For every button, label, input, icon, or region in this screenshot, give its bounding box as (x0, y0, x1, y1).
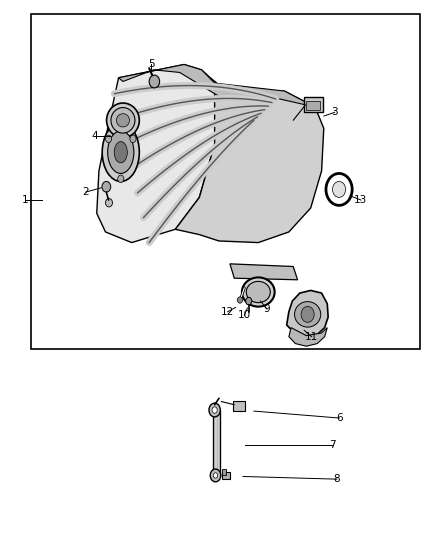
Polygon shape (287, 290, 328, 337)
Circle shape (212, 407, 217, 413)
Circle shape (209, 403, 220, 417)
Text: 6: 6 (336, 413, 343, 423)
Circle shape (301, 306, 314, 322)
Ellipse shape (111, 108, 135, 133)
Circle shape (246, 297, 252, 305)
Ellipse shape (242, 277, 275, 306)
FancyBboxPatch shape (222, 469, 226, 475)
Text: 2: 2 (82, 187, 89, 197)
Text: 9: 9 (264, 304, 270, 314)
Circle shape (118, 175, 124, 182)
Text: 7: 7 (329, 440, 336, 450)
Circle shape (210, 469, 221, 482)
Ellipse shape (246, 281, 270, 303)
Ellipse shape (114, 142, 127, 163)
Text: 13: 13 (354, 195, 367, 205)
FancyBboxPatch shape (233, 401, 245, 410)
FancyBboxPatch shape (213, 410, 220, 477)
FancyBboxPatch shape (222, 472, 230, 479)
Ellipse shape (117, 114, 130, 127)
Circle shape (130, 135, 136, 143)
Circle shape (149, 75, 159, 88)
Polygon shape (119, 64, 315, 107)
Polygon shape (97, 64, 219, 243)
Polygon shape (289, 328, 327, 346)
Text: 12: 12 (221, 306, 234, 317)
Ellipse shape (106, 103, 139, 138)
Text: 10: 10 (238, 310, 251, 320)
Polygon shape (230, 264, 297, 280)
Polygon shape (175, 83, 324, 243)
Ellipse shape (294, 302, 321, 327)
Circle shape (106, 135, 112, 143)
Text: 3: 3 (332, 107, 338, 117)
Text: 11: 11 (305, 332, 318, 342)
Text: 5: 5 (148, 60, 155, 69)
FancyBboxPatch shape (304, 98, 323, 112)
Circle shape (213, 473, 218, 478)
Circle shape (237, 297, 243, 303)
Circle shape (326, 173, 352, 205)
Circle shape (106, 198, 113, 207)
Bar (31, 14, 420, 349)
Text: 8: 8 (334, 474, 340, 484)
Text: 4: 4 (91, 131, 98, 141)
Circle shape (332, 181, 346, 197)
Ellipse shape (102, 123, 139, 181)
FancyBboxPatch shape (306, 101, 320, 110)
Ellipse shape (108, 131, 134, 173)
Text: 1: 1 (21, 195, 28, 205)
Circle shape (102, 181, 111, 192)
